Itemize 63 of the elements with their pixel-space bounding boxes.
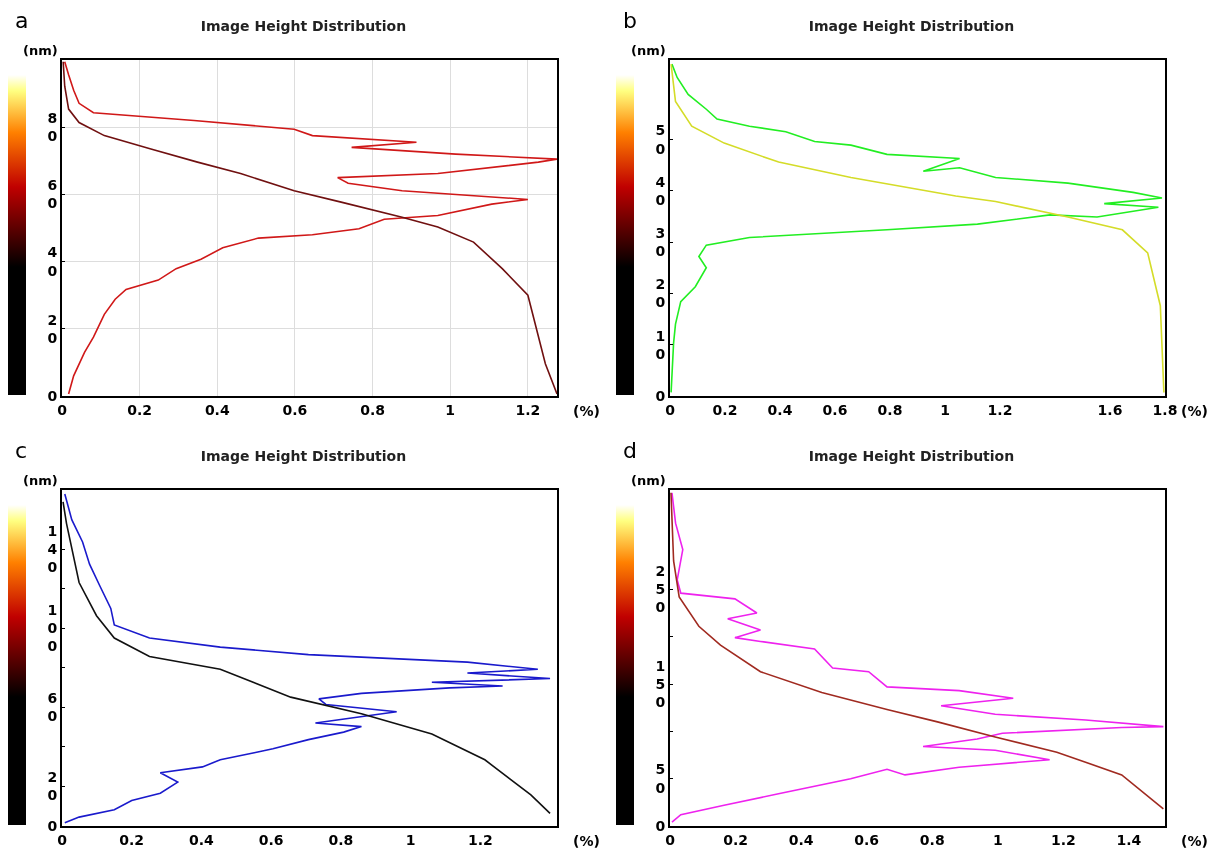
y-tick-label: 8 0 <box>47 110 58 145</box>
x-tick-label: 0.8 <box>328 831 354 848</box>
y-tick-label: 1 0 0 <box>47 602 58 655</box>
chart-title: Image Height Distribution <box>808 448 1015 465</box>
x-tick-label: 0.2 <box>723 831 748 848</box>
y-tick-label: 0 <box>655 387 666 404</box>
text: d <box>623 438 637 463</box>
x-tick-label: 1.2 <box>1050 831 1076 848</box>
x-tick-label: 0.8 <box>877 401 903 418</box>
y-tick-label: 0 <box>655 817 666 834</box>
y-axis-title: (nm) <box>23 43 58 58</box>
chart-title: Image Height Distribution <box>200 18 407 35</box>
x-tick-label: 0.6 <box>854 831 880 848</box>
x-tick-label: 0.6 <box>822 401 848 418</box>
x-tick-label: 1.2 <box>987 401 1013 418</box>
x-tick-label: 0.2 <box>127 401 153 418</box>
y-tick-label: 1 0 <box>655 327 666 362</box>
y-tick-label: 6 0 <box>47 177 58 212</box>
x-axis-title: (%) <box>573 833 600 849</box>
y-tick-label: 2 0 <box>655 276 666 311</box>
x-tick-label: 0.4 <box>204 401 230 418</box>
x-tick-label: 0.4 <box>189 831 215 848</box>
text: a <box>15 8 29 33</box>
y-tick-label: 1 5 0 <box>655 657 666 711</box>
x-axis-title: (%) <box>1181 833 1208 849</box>
y-tick-label: 5 0 <box>655 761 666 796</box>
x-tick-label: 1.2 <box>467 831 493 848</box>
x-axis-title: (%) <box>573 403 600 419</box>
x-tick-label: 1.6 <box>1097 401 1123 418</box>
y-tick-label: 2 0 <box>47 769 58 804</box>
x-tick-label: 1 <box>405 831 416 848</box>
y-tick-label: 3 0 <box>655 224 666 260</box>
x-tick-label: 0.2 <box>712 401 738 418</box>
text: b <box>623 8 637 33</box>
y-tick-label: 6 0 <box>47 690 58 725</box>
x-tick-label: 0.2 <box>119 831 145 848</box>
x-axis-title: (%) <box>1181 403 1208 419</box>
x-tick-label: 0.6 <box>282 401 308 418</box>
chart-title: Image Height Distribution <box>200 448 407 465</box>
y-tick-label: 5 0 <box>655 122 666 157</box>
x-tick-label: 1 <box>940 401 950 418</box>
y-tick-label: 4 0 <box>655 173 666 208</box>
x-tick-label: 1.8 <box>1152 401 1178 418</box>
x-tick-label: 0.8 <box>360 401 385 418</box>
y-axis-title: (nm) <box>23 473 58 488</box>
x-tick-label: 0.8 <box>919 831 945 848</box>
x-tick-label: 1.4 <box>1116 831 1142 848</box>
chart-title: Image Height Distribution <box>808 18 1015 35</box>
x-tick-label: 1 <box>445 401 456 418</box>
y-tick-label: 0 <box>47 817 58 834</box>
text: c <box>15 438 28 463</box>
x-tick-label: 0.4 <box>767 401 793 418</box>
y-axis-title: (nm) <box>631 473 666 488</box>
y-tick-label: 2 5 0 <box>655 563 666 616</box>
y-axis-title: (nm) <box>631 43 666 58</box>
y-tick-label: 0 <box>47 387 58 404</box>
x-tick-label: 0.6 <box>258 831 284 848</box>
x-tick-label: 1 <box>992 831 1003 848</box>
y-tick-label: 2 0 <box>47 311 58 346</box>
y-tick-label: 4 0 <box>47 244 58 279</box>
x-tick-label: 1.2 <box>515 401 541 418</box>
y-tick-label: 1 4 0 <box>47 522 58 576</box>
x-tick-label: 0.4 <box>788 831 814 848</box>
